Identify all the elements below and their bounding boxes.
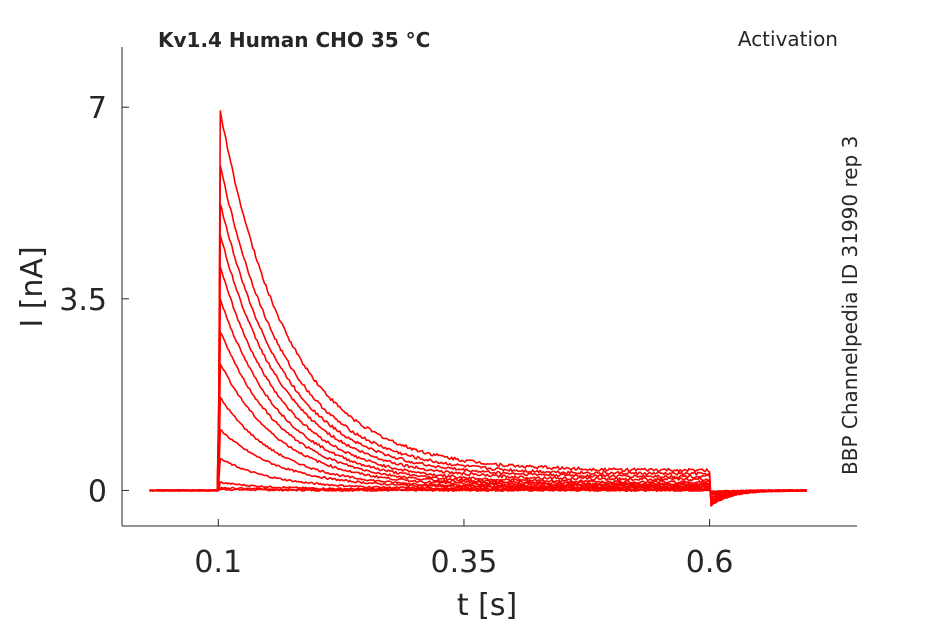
current-trace-11 <box>149 234 808 505</box>
y-tick-label: 0 <box>88 474 107 509</box>
current-trace-10 <box>149 265 807 504</box>
y-axis-label: I [nA] <box>15 246 50 327</box>
x-axis-label: t [s] <box>457 588 517 623</box>
current-trace-13 <box>149 164 807 507</box>
current-trace-14 <box>149 110 808 507</box>
x-tick-label: 0.6 <box>686 545 734 580</box>
chart-title: Kv1.4 Human CHO 35 °C <box>158 28 430 52</box>
source-annotation: BBP Channelpedia ID 31990 rep 3 <box>838 136 862 475</box>
x-tick-label: 0.35 <box>431 545 498 580</box>
y-tick-label: 7 <box>88 91 107 126</box>
x-tick-group: 0.1 0.35 0.6 <box>194 519 733 580</box>
current-trace-12 <box>149 203 808 506</box>
current-trace-7 <box>149 363 808 501</box>
current-trace-6 <box>149 396 807 500</box>
trace-group <box>149 110 808 507</box>
y-tick-label: 3.5 <box>59 283 107 318</box>
current-trace-9 <box>149 298 808 503</box>
protocol-label: Activation <box>738 27 838 51</box>
x-tick-label: 0.1 <box>194 545 242 580</box>
y-tick-group: 03.57 <box>59 91 129 509</box>
